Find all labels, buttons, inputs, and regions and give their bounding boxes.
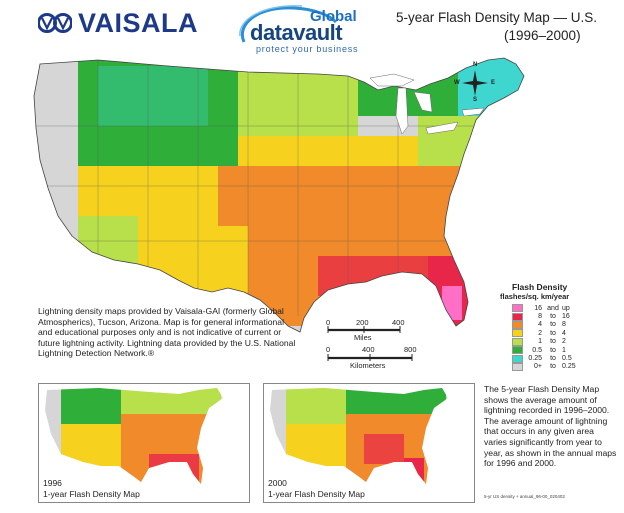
legend-lo: 0+ [534,363,542,371]
vaisala-logo: VAISALA [38,8,198,38]
map-title-years: (1996–2000) [504,28,581,43]
legend-lo: 1 [538,338,542,346]
legend-lo: 0.25 [528,355,542,363]
inset-year-1996: 1996 [43,478,62,488]
legend-sep: to [550,363,556,371]
inset-map-1996: 1996 1-year Flash Density Map [38,383,250,503]
legend-swatch [512,304,523,313]
legend-hi: 0.25 [562,363,576,371]
legend-sep: to [550,329,556,337]
compass-west: W [454,80,460,86]
legend-lo: 16 [534,304,542,312]
legend-swatch [512,346,523,355]
compass-south: S [473,97,478,103]
miles-label: Miles [354,333,372,342]
datavault-global-label: Global [310,8,357,25]
legend-row: 0.5 to 1 [512,346,582,355]
legend-swatch [512,312,523,321]
legend-hi: 0.5 [562,355,572,363]
legend: 16 and up 8 to 16 4 to 8 2 to 4 1 to 2 0.5 to 1 0.25 to 0.5 0… [512,304,582,371]
legend-sep: to [550,321,556,329]
compass-east: E [491,80,496,86]
inset-map-1996-graphic [45,388,223,484]
compass-icon [462,70,488,96]
legend-hi: 16 [562,313,570,321]
scale-bar-graphic [327,326,413,361]
legend-lo: 2 [538,329,542,337]
us-flash-density-map [33,57,525,333]
legend-row: 1 to 2 [512,337,582,346]
legend-lo: 4 [538,321,542,329]
legend-row: 0.25 to 0.5 [512,354,582,363]
inset-caption-2000: 1-year Flash Density Map [268,489,365,499]
legend-swatch [512,354,523,363]
legend-swatch [512,337,523,346]
great-lakes [369,73,485,135]
legend-hi: up [562,304,570,312]
km-tick-0: 0 [326,345,331,354]
legend-swatch [512,362,523,371]
km-tick-400: 400 [362,345,375,354]
legend-hi: 8 [562,321,566,329]
legend-sep: and [547,304,559,312]
legend-row: 16 and up [512,304,582,313]
inset-map-2000: 2000 1-year Flash Density Map [263,383,475,503]
compass-north: N [473,62,478,68]
map-title: 5-year Flash Density Map — U.S. [396,10,598,25]
compass-rose: N S E W [454,62,496,103]
legend-row: 2 to 4 [512,329,582,338]
legend-hi: 2 [562,338,566,346]
legend-sep: to [550,338,556,346]
vaisala-mark-icon [38,13,72,33]
km-tick-800: 800 [404,345,417,354]
km-label: Kilometers [350,361,386,370]
inset-year-2000: 2000 [268,478,287,488]
legend-lo: 8 [538,313,542,321]
legend-sep: to [550,346,556,354]
miles-tick-400: 400 [392,318,405,327]
map-description: The 5-year Flash Density Map shows the a… [484,384,617,469]
legend-row: 4 to 8 [512,320,582,329]
datavault-swoosh-icon [239,5,338,43]
vaisala-wordmark: VAISALA [78,7,199,38]
credit-text: Lightning density maps provided by Vaisa… [38,306,296,359]
legend-swatch [512,320,523,329]
legend-subtitle: flashes/sq. km/year [500,292,570,301]
global-datavault-logo: Global datavault protect your business [232,2,372,56]
legend-hi: 4 [562,329,566,337]
legend-hi: 1 [562,346,566,354]
legend-row: 8 to 16 [512,312,582,321]
legend-sep: to [550,355,556,363]
datavault-tagline: protect your business [256,44,359,54]
legend-swatch [512,329,523,338]
miles-tick-0: 0 [326,318,331,327]
datavault-wordmark: datavault [250,20,343,45]
inset-map-2000-graphic [270,388,448,484]
legend-lo: 0.5 [532,346,542,354]
scale-bars: 0 200 400 Miles 0 400 800 Kilometers [320,318,440,370]
inset-caption-1996: 1-year Flash Density Map [43,489,140,499]
footer-file-note: 5-yr US density + annual_96-00_020402 [484,494,565,499]
legend-title: Flash Density [512,282,568,292]
legend-row: 0+ to 0.25 [512,362,582,371]
legend-sep: to [550,313,556,321]
miles-tick-200: 200 [356,318,369,327]
